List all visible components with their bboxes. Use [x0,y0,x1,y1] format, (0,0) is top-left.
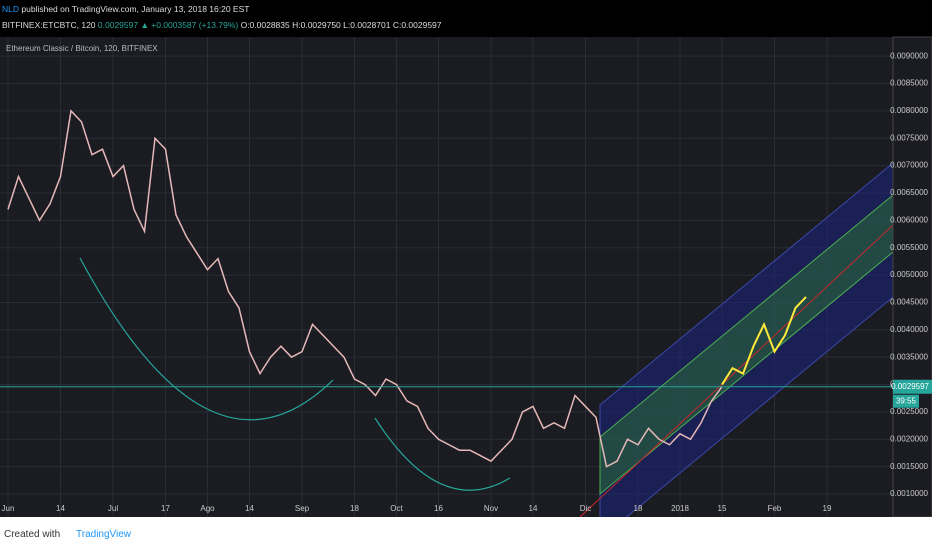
chart-label: Ethereum Classic / Bitcoin, 120, BITFINE… [6,44,158,53]
x-tick-label: 18 [634,504,643,513]
y-tick-label: 0.0020000 [890,434,928,443]
x-tick-label: 18 [350,504,359,513]
close: C:0.0029597 [392,20,442,30]
y-tick-label: 0.0055000 [890,243,928,252]
y-tick-label: 0.0065000 [890,188,928,197]
y-tick-label: 0.0010000 [890,489,928,498]
publisher[interactable]: NLD [2,4,20,14]
y-tick-label: 0.0090000 [890,51,928,60]
x-tick-label: 14 [56,504,65,513]
footer: Created with TradingView [0,517,932,550]
channel-inner [599,194,893,496]
y-tick-label: 0.0050000 [890,270,928,279]
x-tick-label: Dic [580,504,592,513]
x-tick-label: Ago [200,504,215,513]
x-tick-label: 16 [434,504,443,513]
countdown: 39:55 [896,396,917,405]
y-tick-label: 0.0025000 [890,407,928,416]
price-line [7,109,723,468]
y-tick-label: 0.0040000 [890,325,928,334]
high: H:0.0029750 [292,20,341,30]
y-tick-label: 0.0080000 [890,106,928,115]
symbol-line: BITFINEX:ETCBTC, 120 0.0029597 ▲ +0.0003… [2,20,442,30]
last-price-label: 0.0029597 [891,382,929,391]
x-tick-label: Oct [390,504,403,513]
y-tick-label: 0.0015000 [890,462,928,471]
header: NLD published on TradingView.com, Januar… [0,0,932,37]
price-line [721,296,807,386]
x-tick-label: 2018 [671,504,689,513]
low: L:0.0028701 [343,20,391,30]
y-tick-label: 0.0035000 [890,352,928,361]
change: ▲ +0.0003587 (+13.79%) [140,20,239,30]
drawings [79,162,893,517]
publish-line: NLD published on TradingView.com, Januar… [2,4,249,14]
created-with: Created with [4,529,61,540]
price-axis [892,36,932,517]
x-tick-label: 17 [161,504,170,513]
y-tick-label: 0.0075000 [890,133,928,142]
chart: Ethereum Classic / Bitcoin, 120, BITFINE… [0,36,932,517]
x-tick-label: Jul [108,504,118,513]
countdown-box [893,394,919,408]
x-tick-label: 14 [529,504,538,513]
x-tick-label: 19 [823,504,832,513]
y-tick-label: 0.0085000 [890,79,928,88]
x-tick-label: 14 [245,504,254,513]
y-tick-label: 0.0070000 [890,161,928,170]
brand[interactable]: TradingView [76,529,132,540]
x-tick-label: 15 [718,504,727,513]
arc [374,417,511,491]
x-tick-label: Feb [768,504,782,513]
x-tick-label: Sep [295,504,310,513]
y-tick-label: 0.0045000 [890,298,928,307]
y-tick-label: 0.0060000 [890,215,928,224]
x-tick-label: Nov [484,504,498,513]
open: O:0.0028835 [240,20,290,30]
published: published on TradingView.com, January 13… [21,4,250,14]
symbol[interactable]: BITFINEX:ETCBTC, 120 [2,20,96,30]
arc [79,257,334,421]
price: 0.0029597 [97,20,139,30]
last-price-box [893,379,932,394]
x-tick-label: Jun [2,504,15,513]
